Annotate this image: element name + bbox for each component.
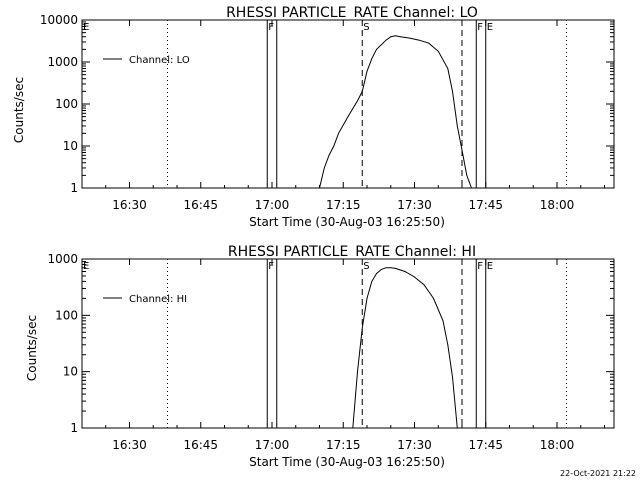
- chart-lo-xtick-label: 17:15: [326, 198, 361, 212]
- chart-lo-data-point: [338, 133, 339, 134]
- chart-lo-marker-label: E: [487, 22, 493, 33]
- chart-hi-xtick-label: 17:30: [397, 438, 432, 452]
- chart-lo-data-point: [418, 39, 420, 41]
- chart-hi-data-point: [447, 344, 449, 346]
- chart-lo-data-point: [409, 37, 411, 39]
- chart-hi-marker-label: E: [83, 261, 89, 272]
- chart-hi-data-point: [352, 427, 354, 429]
- chart-hi-title: RHESSI PARTICLE_RATE Channel: HI: [228, 244, 476, 260]
- chart-lo-ytick-label: 100: [55, 97, 78, 111]
- chart-hi-ylabel: Counts/sec: [25, 315, 39, 381]
- chart-hi-series-line: [352, 267, 458, 429]
- chart-hi-data-point: [442, 320, 444, 322]
- chart-hi-data-point: [414, 276, 415, 278]
- chart-lo-data-point: [461, 149, 463, 151]
- chart-lo-frame: [81, 19, 615, 189]
- chart-hi-xtick-label: 17:15: [326, 438, 361, 452]
- chart-hi-data-point: [433, 298, 434, 299]
- chart-lo-data-point: [333, 145, 335, 147]
- chart-lo-xtick-label: 17:00: [255, 198, 290, 212]
- chart-lo-data-point: [376, 49, 377, 50]
- chart-lo-data-point: [371, 58, 373, 60]
- chart-hi-data-point: [357, 371, 358, 373]
- chart-hi-data-point: [452, 376, 453, 378]
- chart-lo-ytick-label: 10000: [40, 13, 78, 27]
- chart-lo-xtick-label: 16:45: [183, 198, 218, 212]
- chart-hi-xlabel: Start Time (30-Aug-03 16:25:50): [249, 455, 445, 469]
- chart-hi-marker-label: F: [268, 261, 274, 272]
- chart-lo-data-point: [471, 187, 472, 189]
- chart-lo-panel: RHESSI PARTICLE_RATE Channel: LO Counts/…: [12, 5, 615, 229]
- chart-lo-data-point: [437, 50, 439, 52]
- chart-lo-data-point: [328, 154, 330, 156]
- chart-hi-marker-label: E: [487, 261, 493, 272]
- chart-lo-data-point: [399, 36, 401, 38]
- chart-lo-data-point: [447, 68, 449, 69]
- chart-lo-data-point: [357, 100, 358, 102]
- chart-hi-legend-label: Channel: HI: [129, 294, 187, 305]
- chart-hi-frame: [81, 258, 615, 429]
- chart-lo-data-point: [395, 35, 396, 37]
- chart-lo-ylabel: Counts/sec: [12, 77, 26, 143]
- chart-hi-data-point: [395, 268, 396, 269]
- chart-hi-ytick-label: 1: [70, 421, 78, 435]
- chart-lo-ytick-label: 1000: [47, 55, 78, 69]
- chart-lo-data-point: [323, 167, 325, 169]
- chart-hi-data-point: [376, 273, 377, 274]
- chart-lo-data-point: [361, 91, 363, 92]
- chart-hi-xtick-label: 17:45: [468, 438, 503, 452]
- chart-lo-xtick-label: 16:30: [112, 198, 147, 212]
- chart-lo-data-point: [466, 175, 468, 176]
- chart-hi-data-point: [456, 427, 458, 429]
- chart-lo-data-point: [456, 125, 458, 127]
- chart-hi-data-point: [371, 281, 373, 282]
- chart-lo-data-point: [347, 116, 349, 117]
- chart-hi-xtick-label: 17:00: [255, 438, 290, 452]
- chart-hi-data-point: [385, 267, 387, 269]
- chart-lo-xtick-label: 17:30: [397, 198, 432, 212]
- chart-hi-marker-label: S: [363, 261, 369, 272]
- chart-hi-marker-label: F: [477, 261, 483, 272]
- chart-lo-xtick-label: 17:45: [468, 198, 503, 212]
- chart-hi-data-point: [404, 271, 406, 272]
- chart-lo-title: RHESSI PARTICLE_RATE Channel: LO: [226, 5, 478, 21]
- footer-timestamp: 22-Oct-2021 21:22: [560, 469, 636, 478]
- chart-hi-ytick-label: 10: [63, 365, 78, 379]
- chart-hi-data-point: [390, 267, 392, 269]
- chart-lo-ytick-label: 1: [70, 181, 78, 195]
- chart-hi-panel: RHESSI PARTICLE_RATE Channel: HI Counts/…: [25, 244, 615, 469]
- chart-hi-data-point: [361, 327, 363, 329]
- chart-lo-legend: Channel: LO: [103, 55, 190, 66]
- chart-lo-marker-label: E: [83, 22, 89, 33]
- chart-lo-data-point: [428, 42, 430, 44]
- chart-lo-data-point: [366, 70, 368, 72]
- chart-lo-marker-label: S: [363, 22, 369, 33]
- chart-hi-data-point: [423, 284, 425, 286]
- chart-lo-marker-label: F: [477, 22, 483, 33]
- chart-hi-ytick-label: 100: [55, 308, 78, 322]
- chart-lo-xtick-label: 18:00: [540, 198, 575, 212]
- chart-lo-ytick-label: 10: [63, 139, 78, 153]
- chart-lo-marker-label: F: [268, 22, 274, 33]
- chart-hi-legend: Channel: HI: [103, 294, 187, 305]
- chart-hi-xtick-label: 16:30: [112, 438, 147, 452]
- chart-lo-data-point: [319, 187, 320, 189]
- chart-lo-data-point: [390, 36, 392, 38]
- chart-hi-data-point: [366, 298, 368, 299]
- chart-hi-xtick-label: 18:00: [540, 438, 575, 452]
- chart-lo-series-line: [319, 35, 472, 189]
- chart-lo-xlabel: Start Time (30-Aug-03 16:25:50): [249, 215, 445, 229]
- chart-hi-data-point: [380, 269, 382, 270]
- chart-lo-legend-label: Channel: LO: [129, 55, 190, 66]
- chart-hi-ytick-label: 1000: [47, 252, 78, 266]
- chart-hi-xtick-label: 16:45: [183, 438, 218, 452]
- chart-lo-data-point: [385, 39, 387, 41]
- chart-lo-data-point: [452, 91, 453, 92]
